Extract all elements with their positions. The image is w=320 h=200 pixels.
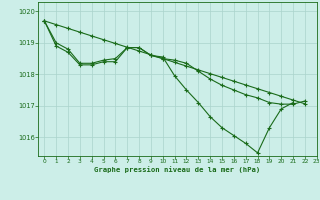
X-axis label: Graphe pression niveau de la mer (hPa): Graphe pression niveau de la mer (hPa) [94,166,261,173]
